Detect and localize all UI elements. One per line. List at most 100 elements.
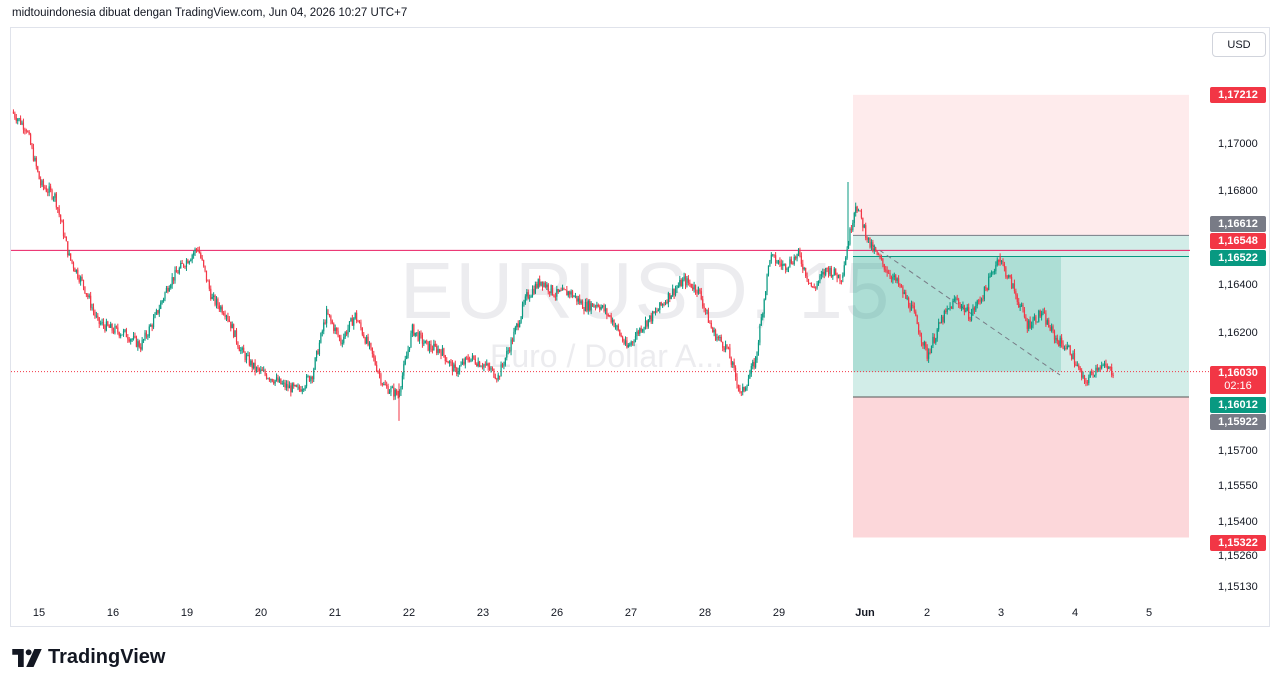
candle-body: [744, 388, 747, 391]
candle-body: [763, 299, 765, 314]
candle-body: [208, 281, 210, 289]
candle-body: [634, 336, 637, 342]
candle-body: [444, 355, 446, 362]
candle-body: [959, 304, 961, 308]
candle-body: [273, 381, 275, 384]
candle-body: [866, 237, 868, 240]
candle-body: [74, 268, 76, 272]
candle-body: [742, 386, 744, 393]
candle-body: [1025, 316, 1027, 322]
candle-body: [564, 289, 567, 291]
candle-body: [1009, 275, 1011, 277]
candle-body: [710, 323, 712, 328]
candle-body: [267, 378, 269, 380]
candle-body: [255, 367, 258, 372]
candle-body: [122, 330, 125, 335]
candle-body: [796, 253, 798, 259]
candle-body: [12, 111, 15, 114]
candle-body: [308, 376, 311, 382]
candle-body: [1038, 310, 1040, 322]
x-tick-label: 4: [1071, 607, 1079, 619]
x-tick-label: 21: [328, 607, 342, 619]
candle-body: [72, 262, 75, 269]
candle-body: [90, 295, 92, 308]
candle-body: [80, 276, 82, 282]
candle-body: [752, 361, 754, 367]
candle-body: [807, 278, 810, 283]
candle-body: [504, 357, 506, 365]
candle-body: [623, 341, 625, 344]
candle-body: [979, 300, 981, 302]
candle-body: [416, 332, 418, 334]
candle-body: [32, 147, 35, 161]
candle-body: [684, 276, 687, 286]
candle-body: [773, 254, 775, 256]
candle-body: [699, 289, 701, 292]
candle-body: [313, 369, 315, 380]
candle-body: [563, 288, 565, 290]
candle-body: [403, 364, 405, 376]
candle-body: [1095, 367, 1097, 375]
candle-body: [314, 357, 316, 370]
candle-body: [1056, 337, 1058, 342]
candle-body: [547, 284, 549, 292]
candle-body: [952, 300, 954, 309]
candle-body: [87, 294, 89, 297]
candle-body: [797, 249, 800, 254]
tradingview-logo-icon: [12, 648, 42, 667]
tradingview-logo[interactable]: TradingView: [12, 646, 165, 669]
candle-body: [554, 296, 556, 298]
candle-body: [806, 276, 808, 279]
candle-body: [29, 134, 32, 145]
candle-body: [285, 384, 288, 388]
candle-body: [177, 272, 179, 274]
candle-body: [669, 293, 671, 299]
candle-body: [257, 367, 259, 369]
candle-body: [609, 315, 611, 317]
currency-button[interactable]: USD: [1212, 32, 1266, 57]
candle-body: [955, 298, 957, 300]
candle-body: [501, 364, 504, 366]
candle-body: [919, 332, 921, 337]
candle-body: [995, 265, 997, 272]
candle-body: [364, 337, 366, 344]
candle-body: [1112, 375, 1114, 376]
candle-body: [19, 118, 22, 125]
candle-body: [780, 263, 782, 267]
candle-body: [404, 359, 406, 365]
candle-body: [333, 323, 335, 331]
candle-body: [441, 348, 444, 356]
candle-body: [128, 339, 130, 342]
y-tick-label: 1,16200: [1218, 327, 1258, 339]
candle-body: [453, 364, 455, 372]
candle-body: [757, 342, 760, 352]
candle-body: [539, 279, 541, 286]
candle-body: [759, 325, 761, 343]
candle-body: [612, 319, 614, 323]
candle-body: [218, 305, 220, 310]
candle-body: [923, 341, 925, 346]
candle-body: [1035, 316, 1037, 323]
candle-body: [779, 260, 781, 264]
candle-body: [434, 343, 436, 347]
candle-body: [98, 317, 100, 324]
candle-body: [659, 302, 661, 310]
candle-body: [141, 340, 143, 350]
candle-body: [850, 228, 853, 231]
candle-body: [1062, 343, 1064, 349]
candle-body: [724, 344, 727, 350]
x-tick-label: Jun: [855, 607, 875, 619]
candle-body: [579, 298, 581, 304]
candle-body: [251, 360, 253, 369]
candle-body: [95, 315, 97, 317]
candle-body: [393, 387, 395, 397]
candle-body: [121, 334, 123, 336]
candle-body: [830, 267, 832, 277]
candle-body: [769, 260, 771, 266]
candle-body: [714, 330, 717, 341]
candle-body: [1075, 363, 1077, 366]
candle-body: [993, 271, 996, 273]
candle-body: [275, 377, 278, 380]
candle-body: [789, 259, 791, 267]
